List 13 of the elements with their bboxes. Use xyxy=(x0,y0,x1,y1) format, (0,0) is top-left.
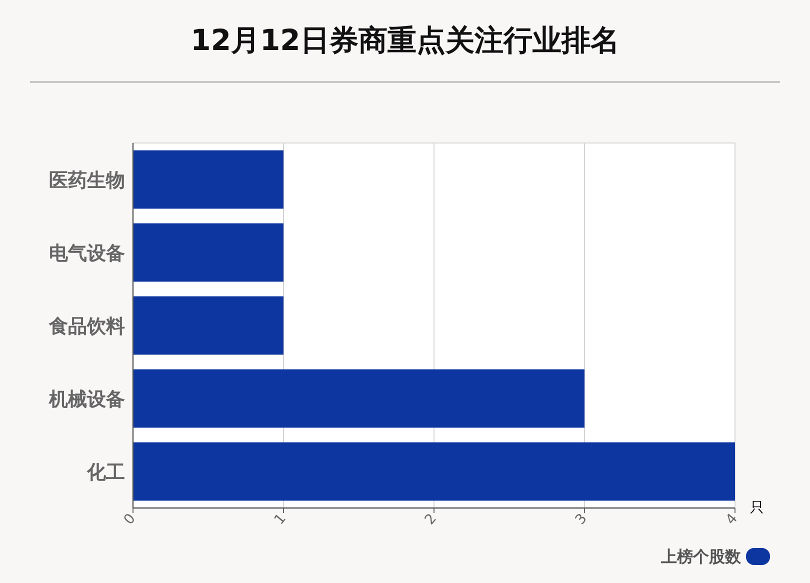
y-tick-label: 食品饮料 xyxy=(48,316,125,338)
x-tick-label: 2 xyxy=(422,510,440,528)
x-axis-title: 只 xyxy=(750,500,764,516)
y-tick-label: 化工 xyxy=(86,462,125,484)
y-tick-label: 机械设备 xyxy=(48,388,125,410)
x-tick-label: 4 xyxy=(722,510,741,528)
x-tick-label: 3 xyxy=(572,510,590,528)
y-tick-label: 电气设备 xyxy=(49,242,125,264)
x-tick-label: 1 xyxy=(271,510,290,528)
chart-title: 12月12日券商重点关注行业排名 xyxy=(190,23,620,57)
legend-label: 上榜个股数 xyxy=(660,547,742,566)
y-tick-label: 医药生物 xyxy=(49,170,125,192)
x-tick-label: 0 xyxy=(120,510,139,528)
